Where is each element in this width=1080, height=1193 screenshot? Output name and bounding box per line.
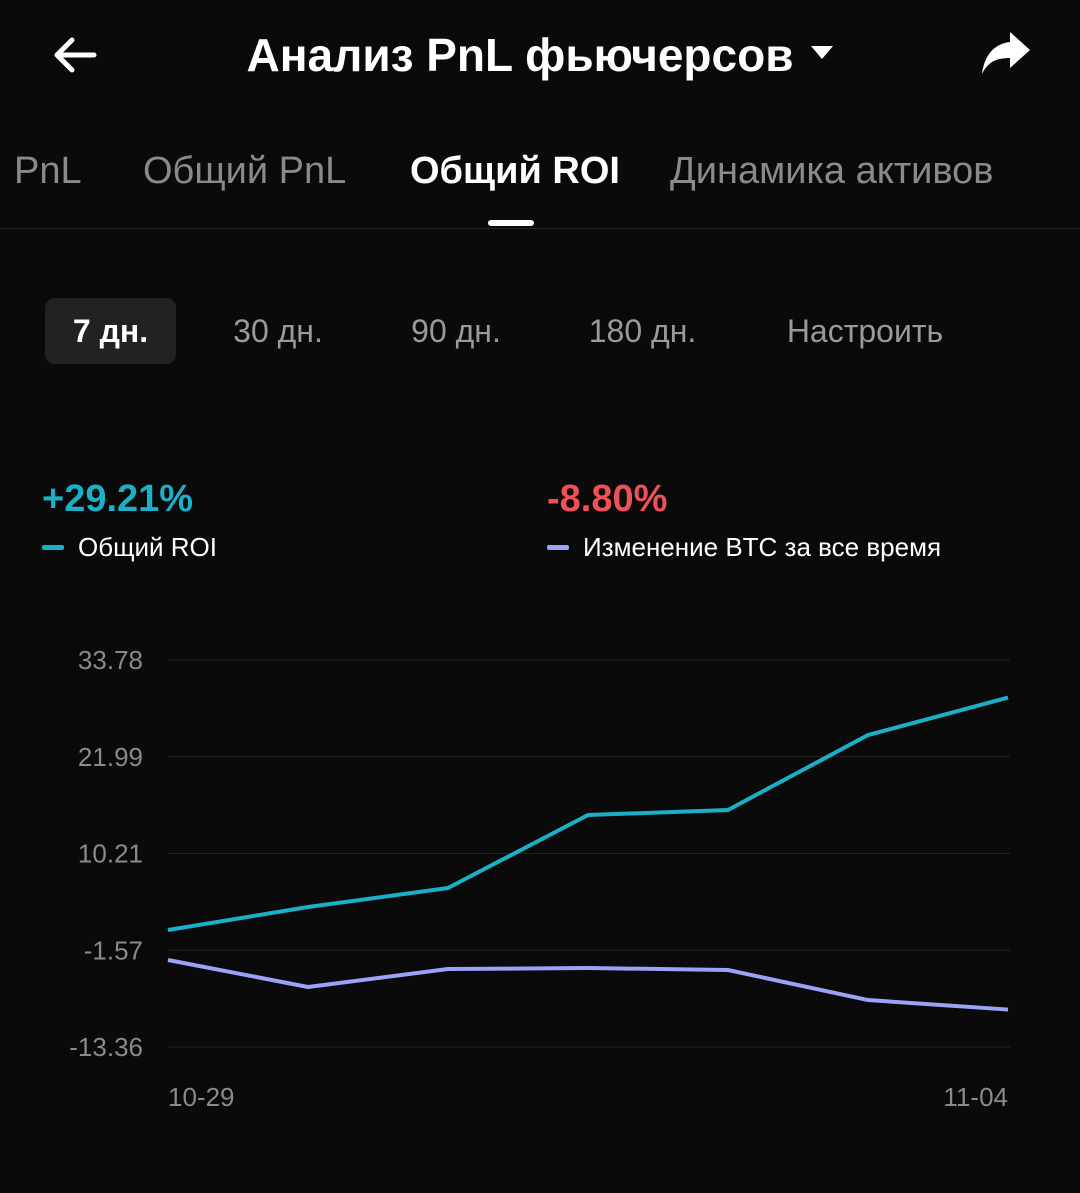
page-title[interactable]: Анализ PnL фьючерсов (0, 28, 1080, 82)
page-title-text: Анализ PnL фьючерсов (246, 29, 794, 81)
tab-bar: PnL Общий PnL Общий ROI Динамика активов (0, 150, 1080, 229)
active-tab-indicator (488, 220, 534, 226)
legend-btc: Изменение BTC за все время (547, 532, 941, 563)
btc-change-line (167, 958, 1009, 1012)
tab-pnl[interactable]: PnL (14, 150, 82, 192)
y-tick-label: -1.57 (84, 935, 143, 965)
legend-btc-swatch (547, 544, 569, 550)
y-tick-label: 33.78 (78, 645, 143, 675)
chevron-down-icon (811, 46, 834, 60)
y-tick-label: 21.99 (78, 742, 143, 772)
period-180d[interactable]: 180 дн. (588, 313, 697, 349)
legend-roi: Общий ROI (42, 532, 217, 563)
x-tick-label: 10-29 (168, 1082, 235, 1112)
period-90d[interactable]: 90 дн. (411, 313, 501, 349)
btc-value: -8.80% (547, 478, 668, 520)
legend-roi-label: Общий ROI (78, 532, 218, 562)
period-custom[interactable]: Настроить (786, 313, 944, 349)
y-tick-label: 10.21 (78, 839, 143, 869)
tab-asset-dynamics[interactable]: Динамика активов (670, 150, 994, 192)
tab-total-roi[interactable]: Общий ROI (410, 150, 620, 192)
roi-value: +29.21% (42, 478, 194, 520)
period-7d[interactable]: 7 дн. (45, 298, 176, 364)
legend-roi-swatch (42, 544, 64, 550)
y-tick-label: -13.36 (69, 1032, 143, 1062)
share-icon[interactable] (980, 30, 1032, 76)
legend-btc-label: Изменение BTC за все время (583, 532, 942, 562)
tab-total-pnl[interactable]: Общий PnL (143, 150, 347, 192)
period-30d[interactable]: 30 дн. (233, 313, 323, 349)
roi-line (167, 695, 1009, 932)
back-arrow-icon[interactable] (50, 30, 100, 80)
x-tick-label: 11-04 (943, 1082, 1008, 1112)
